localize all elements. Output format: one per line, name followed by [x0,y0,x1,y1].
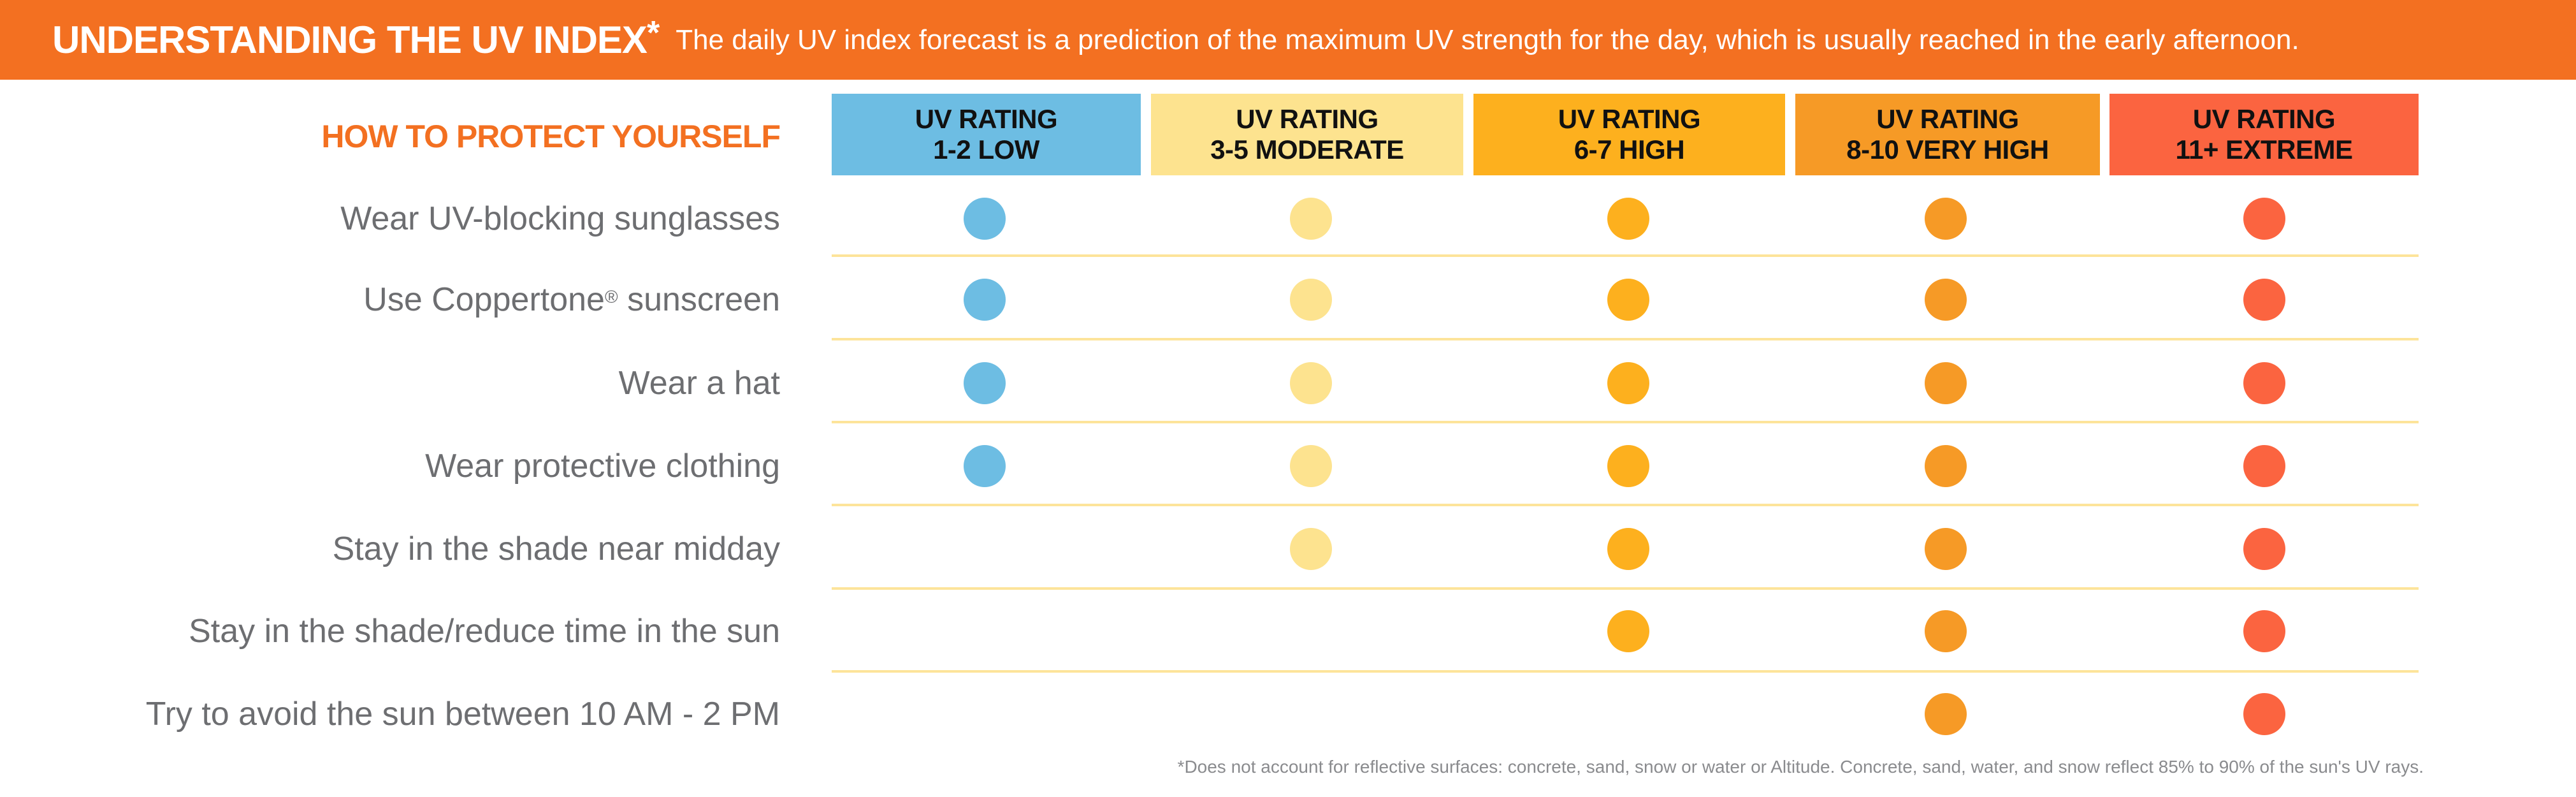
rating-dot [1925,528,1967,570]
rating-dot [1607,198,1649,240]
uv-rating-header-line1: UV RATING [915,104,1058,134]
uv-rating-header-5: UV RATING 11+ EXTREME [2109,94,2419,175]
uv-rating-header-line1: UV RATING [1558,104,1701,134]
rating-dot [2243,610,2285,652]
rating-dot [1290,362,1332,404]
uv-rating-header-2: UV RATING 3-5 MODERATE [1151,94,1463,175]
banner-title-bold: UNDERSTANDING [52,18,377,61]
row-label-text: Wear protective clothing [425,448,780,485]
uv-rating-header-line1: UV RATING [2192,104,2336,134]
rating-dot [1925,445,1967,487]
rating-dot [1925,279,1967,321]
title-banner: UNDERSTANDING THE UV INDEX* The daily UV… [0,0,2576,80]
row-label-text: Use Coppertone [363,281,605,318]
rating-dot [2243,445,2285,487]
rating-dot [2243,693,2285,735]
registered-mark: ® [604,287,618,307]
row-divider [832,421,2419,423]
row-label-text: Wear UV-blocking sunglasses [340,200,780,237]
rating-dot [2243,279,2285,321]
row-label-suffix: sunscreen [618,281,780,318]
row-label: Wear a hat [619,364,780,402]
uv-rating-header-line1: UV RATING [1876,104,2019,134]
rating-dot [1607,362,1649,404]
row-label-text: Stay in the shade/reduce time in the sun [189,613,780,650]
banner-description: The daily UV index forecast is a predict… [676,24,2299,55]
row-divider [832,338,2419,340]
banner-title-rest: THE UV INDEX [386,18,648,61]
uv-rating-header-line2: 6-7 HIGH [1574,135,1685,165]
rating-dot [2243,362,2285,404]
row-divider [832,587,2419,590]
section-heading: HOW TO PROTECT YOURSELF [321,119,781,154]
rating-dot [1607,445,1649,487]
rating-dot [2243,528,2285,570]
rating-dot [1925,362,1967,404]
rating-dot [964,198,1006,240]
rating-dot [1607,279,1649,321]
row-divider [832,670,2419,673]
row-divider [832,504,2419,506]
row-label: Try to avoid the sun between 10 AM - 2 P… [146,695,780,733]
rating-dot [1290,198,1332,240]
rating-dot [1925,693,1967,735]
banner-title-asterisk: * [646,15,660,52]
rating-dot [964,362,1006,404]
rating-dot [964,279,1006,321]
rating-dot [1290,279,1332,321]
rating-dot [1290,445,1332,487]
uv-rating-header-1: UV RATING 1-2 LOW [832,94,1141,175]
rating-dot [2243,198,2285,240]
uv-rating-header-3: UV RATING 6-7 HIGH [1473,94,1785,175]
row-label-text: Stay in the shade near midday [332,530,780,567]
rating-dot [1290,528,1332,570]
row-label-text: Try to avoid the sun between 10 AM - 2 P… [145,696,780,733]
row-label: Use Coppertone® sunscreen [363,281,780,319]
rating-dot [1607,528,1649,570]
row-label: Wear protective clothing [425,447,780,485]
uv-rating-header-line2: 1-2 LOW [933,135,1039,165]
rating-dot [1925,198,1967,240]
footnote: *Does not account for reflective surface… [1177,757,2424,777]
rating-dot [1925,610,1967,652]
uv-rating-header-line1: UV RATING [1236,104,1378,134]
row-label-text: Wear a hat [618,365,780,402]
uv-rating-header-line2: 3-5 MODERATE [1210,135,1404,165]
row-label: Wear UV-blocking sunglasses [340,200,780,238]
uv-rating-header-line2: 8-10 VERY HIGH [1846,135,2049,165]
row-label: Stay in the shade/reduce time in the sun [189,612,780,650]
row-label: Stay in the shade near midday [333,530,780,568]
banner-title: UNDERSTANDING THE UV INDEX* [52,15,660,62]
rating-dot [964,445,1006,487]
uv-rating-header-4: UV RATING 8-10 VERY HIGH [1795,94,2100,175]
uv-rating-header-line2: 11+ EXTREME [2175,135,2353,165]
row-divider [832,254,2419,257]
rating-dot [1607,610,1649,652]
